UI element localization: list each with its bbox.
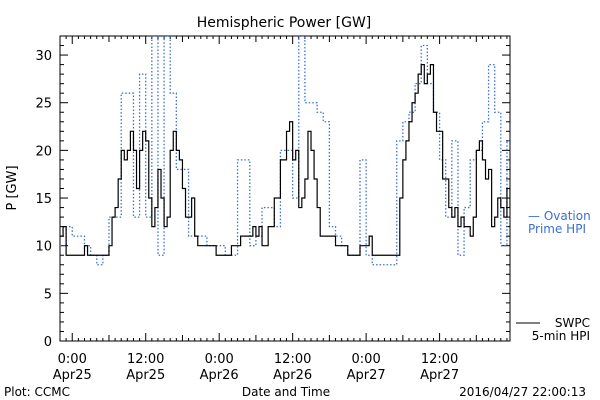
plot-border <box>59 35 511 342</box>
x-tick-time-label: 0:00 <box>58 352 87 367</box>
plot-area <box>59 35 511 342</box>
x-tick-date-label: Apr26 <box>273 368 312 383</box>
x-tick-date-label: Apr27 <box>347 368 386 383</box>
x-axis-label: Date and Time <box>242 385 330 399</box>
legend-swpc-line1: SWPC <box>555 316 590 330</box>
chart-title: Hemispheric Power [GW] <box>197 15 372 31</box>
x-tick-time-label: 0:00 <box>205 352 234 367</box>
x-tick-time-label: 12:00 <box>421 352 458 367</box>
y-tick-label: 5 <box>44 287 52 302</box>
x-tick-date-label: Apr27 <box>420 368 459 383</box>
x-tick-time-label: 12:00 <box>274 352 311 367</box>
y-tick-label: 20 <box>35 144 52 159</box>
series-layer <box>60 36 510 266</box>
y-tick-label: 30 <box>35 49 52 64</box>
x-tick-date-label: Apr25 <box>126 368 165 383</box>
legend-ovation-line2: Prime HPI <box>528 222 586 236</box>
x-tick-time-label: 12:00 <box>127 352 164 367</box>
footer-timestamp: 2016/04/27 22:00:13 <box>459 385 586 399</box>
legend-swpc-line2: 5-min HPI <box>532 329 590 343</box>
series-swpc-line <box>60 63 510 256</box>
footer-plot-credit: Plot: CCMC <box>4 385 70 399</box>
y-tick-label: 15 <box>35 192 52 207</box>
x-tick-date-label: Apr25 <box>53 368 92 383</box>
y-axis-label: P [GW] <box>5 165 20 210</box>
x-tick-date-label: Apr26 <box>200 368 239 383</box>
y-axis: 0 5 10 15 20 25 30 <box>35 35 510 350</box>
x-tick-time-label: 0:00 <box>352 352 381 367</box>
y-tick-label: 25 <box>35 97 52 112</box>
y-tick-label: 0 <box>44 335 52 350</box>
x-axis: 0:00Apr2512:00Apr250:00Apr2612:00Apr260:… <box>53 36 508 383</box>
y-tick-label: 10 <box>35 240 52 255</box>
legend-ovation-line1: — Ovation <box>528 209 591 223</box>
